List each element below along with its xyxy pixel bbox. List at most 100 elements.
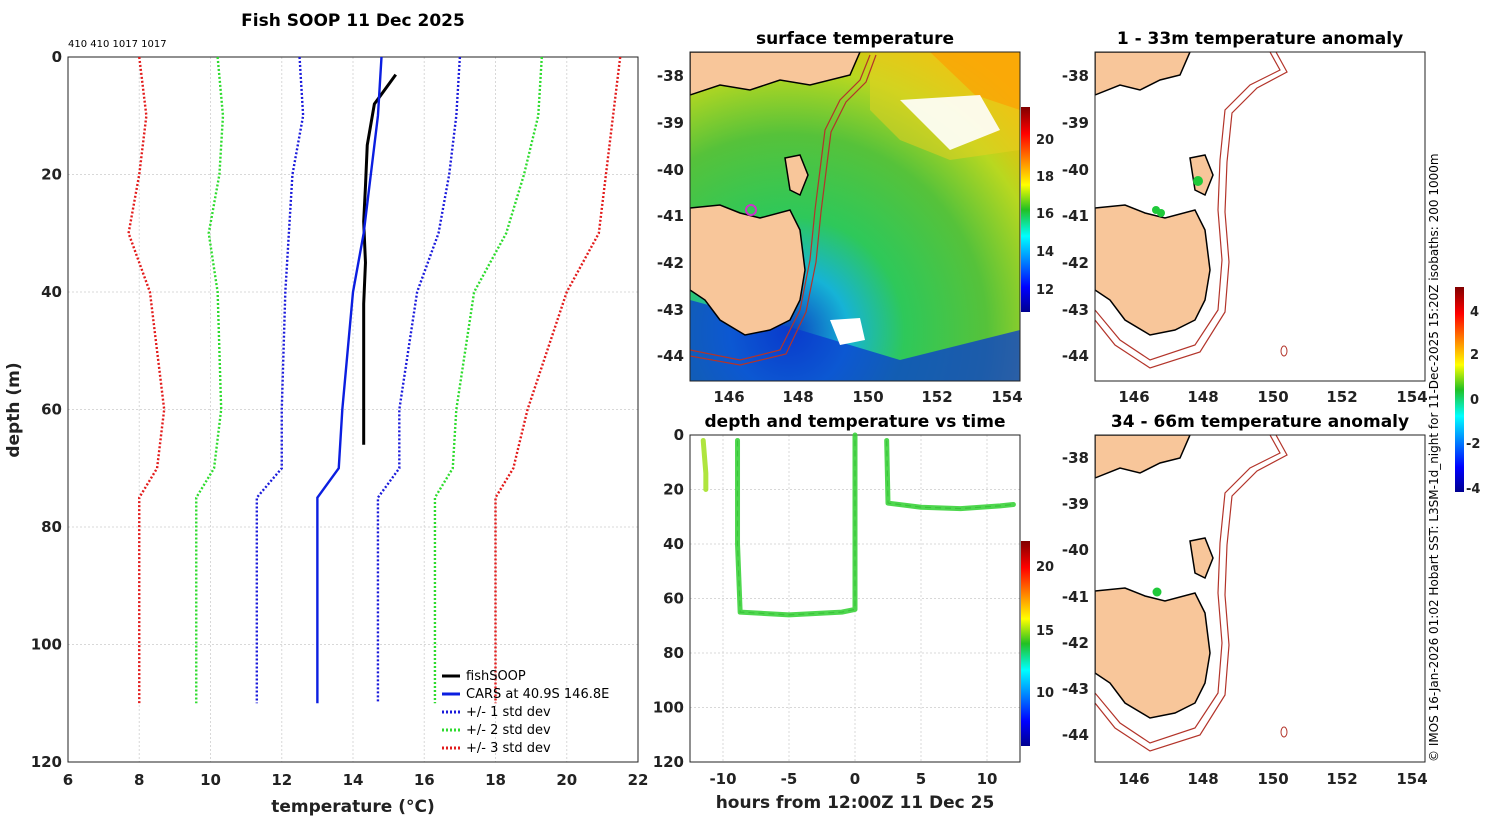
anom1-ytick: -39 [1062,114,1089,132]
sst-warmest-patch [930,52,1020,110]
anom2-ytick: -42 [1062,634,1089,652]
sst-cold-patch [690,300,1020,381]
anomaly-colorbar-ticks: 4 2 0 -2 -4 [1466,305,1480,497]
cast-location-marker [745,204,757,216]
tasmania-land [690,204,806,336]
sst-ytick: -43 [657,301,684,319]
profile-xlabel: temperature (°C) [271,797,435,817]
sst-ytick: -41 [657,207,684,225]
anomaly-point [1157,209,1165,217]
timeplot-cbtick: 20 [1036,560,1054,575]
anomaly-point [1152,587,1162,597]
timeplot-colorbar [1021,541,1030,746]
sst-y-ticks: -38 -39 -40 -41 -42 -43 -44 [657,67,684,365]
timeplot-depth-line [886,440,1014,510]
anomaly-cbtick: -2 [1466,437,1480,452]
std-dev-low-line [195,56,225,704]
anom2-title: 34 - 66m temperature anomaly [1111,412,1409,432]
isobath-contour [1280,345,1288,357]
anom2-xtick: 146 [1118,770,1149,788]
timeplot-xtick: 5 [916,770,926,788]
anomaly-cbtick: 2 [1470,348,1479,363]
profile-title: Fish SOOP 11 Dec 2025 [241,11,465,31]
timeplot-title: depth and temperature vs time [705,412,1006,432]
sst-ytick: -38 [657,67,684,85]
flinders-island-land [1189,154,1214,197]
legend-label-std1: +/- 1 std dev [466,705,551,720]
sst-cbtick: 18 [1036,170,1054,185]
anom2-xtick: 148 [1187,770,1218,788]
profile-legend: fishSOOP CARS at 40.9S 146.8E +/- 1 std … [442,669,609,756]
timeplot-ytick: 120 [653,753,684,771]
timeplot-xtick: 10 [977,770,998,788]
anomaly-point [1193,176,1203,186]
anom2-map [1095,435,1288,752]
sst-cloud-mask [830,318,865,345]
profile-ytick: 80 [41,518,62,536]
anom2-ytick: -39 [1062,495,1089,513]
profile-x-ticks: 6 8 10 12 14 16 18 20 22 [63,771,649,789]
anom2-ytick: -41 [1062,588,1089,606]
profile-axes-box [67,56,639,763]
timeplot-xtick: -10 [709,770,736,788]
profile-ylabel: depth (m) [4,362,24,457]
flinders-island-land [784,154,809,197]
sst-ytick: -44 [657,347,684,365]
victoria-land [1095,435,1191,479]
anom2-ytick: -40 [1062,541,1089,559]
anom1-ytick: -43 [1062,301,1089,319]
profile-xtick: 12 [271,771,292,789]
timeplot-traces [700,432,1016,618]
sst-axes-box [689,51,1021,382]
anom1-map [1095,52,1288,369]
timeplot-temperature-trace [884,437,1016,512]
timeplot-cbtick: 15 [1036,624,1054,639]
profile-xtick: 14 [343,771,364,789]
legend-label-cars: CARS at 40.9S 146.8E [466,687,609,702]
anom2-xtick: 152 [1326,770,1357,788]
anom2-xtick: 150 [1257,770,1288,788]
anom1-xtick: 154 [1396,388,1427,406]
anom1-xtick: 146 [1118,388,1149,406]
timeplot-ytick: 0 [674,426,684,444]
anom2-x-ticks: 146 148 150 152 154 [1118,770,1427,788]
timeplot-xlabel: hours from 12:00Z 11 Dec 25 [716,793,995,813]
anom1-xtick: 148 [1187,388,1218,406]
sst-x-ticks: 146 148 150 152 154 [713,388,1022,406]
anom1-ytick: -44 [1062,347,1089,365]
anom1-ytick: -38 [1062,67,1089,85]
legend-label-fishsoop: fishSOOP [466,669,526,684]
profile-ytick: 100 [31,636,62,654]
profile-xtick: 8 [134,771,144,789]
anom2-y-ticks: -38 -39 -40 -41 -42 -43 -44 [1062,449,1089,744]
timeplot-temperature-trace [735,432,858,618]
profile-ytick: 20 [41,166,62,184]
anom2-xtick: 154 [1396,770,1427,788]
sst-ytick: -42 [657,254,684,272]
sst-map [690,52,1020,381]
sst-cbtick: 14 [1036,245,1054,260]
legend-label-std3: +/- 3 std dev [466,741,551,756]
victoria-land [1095,52,1191,96]
timeplot-xtick: -5 [781,770,798,788]
std-dev-high-line [376,56,462,704]
isobath-contour [1095,435,1288,752]
sst-xtick: 154 [991,388,1022,406]
std-dev-low-line [255,56,305,704]
timeplot-ytick: 20 [663,481,684,499]
anom1-xtick: 150 [1257,388,1288,406]
profile-xtick: 10 [200,771,221,789]
profile-xtick: 20 [556,771,577,789]
sst-xtick: 146 [713,388,744,406]
timeplot-ytick: 40 [663,535,684,553]
sst-cloud-mask [900,95,1000,150]
anom2-ytick: -44 [1062,726,1089,744]
timeplot-temperature-trace [700,437,709,492]
anom2-ytick: -43 [1062,680,1089,698]
fishsoop-profile-line [362,73,397,445]
profile-xtick: 6 [63,771,73,789]
anomaly-cbtick: 4 [1470,305,1479,320]
timeplot-y-ticks: 0 20 40 60 80 100 120 [653,426,684,771]
side-caption: © IMOS 16-Jan-2026 01:02 Hobart SST: L3S… [1427,153,1441,762]
